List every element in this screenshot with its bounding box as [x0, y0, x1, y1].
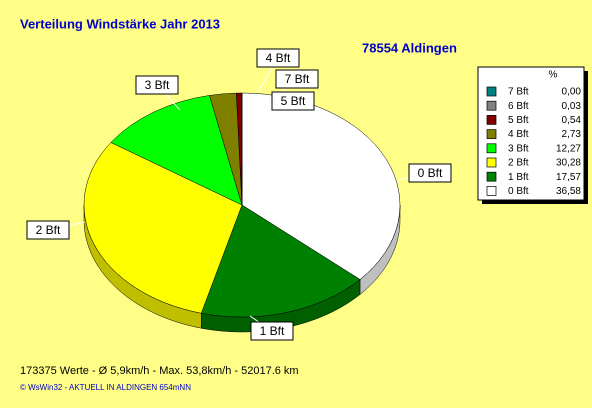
legend-swatch — [486, 100, 497, 111]
legend-label: 3 Bft — [508, 143, 529, 154]
legend-swatch — [486, 115, 497, 125]
slice — [110, 95, 243, 206]
footer: 173375 Werte - Ø 5,9km/h - Max. 53,8km/h… — [20, 365, 299, 377]
legend-value: 0,03 — [562, 101, 582, 112]
legend-value: 2,73 — [562, 129, 582, 140]
legend-swatch — [486, 86, 497, 97]
legend-label: 2 Bft — [508, 158, 529, 169]
label-box — [408, 163, 452, 183]
legend-header: % — [549, 70, 558, 81]
slice-label: 5 Bft — [281, 94, 306, 108]
legend-value: 17,57 — [556, 172, 581, 183]
legend-label: 5 Bft — [508, 115, 529, 126]
slice — [83, 142, 243, 314]
slice-label: 4 Bft — [266, 51, 291, 65]
credit: © WsWin32 - AKTUELL IN ALDINGEN 654mNN — [20, 383, 191, 392]
legend-value: 0,00 — [562, 87, 582, 98]
legend-swatch — [486, 129, 497, 139]
label-box — [250, 321, 294, 341]
legend-swatch — [486, 157, 497, 168]
legend-label: 4 Bft — [508, 129, 529, 140]
legend-swatch — [486, 171, 497, 182]
slice — [200, 204, 361, 318]
chart-title: Verteilung Windstärke Jahr 2013 — [20, 16, 220, 31]
slice-label: 0 Bft — [418, 166, 443, 180]
label-box — [271, 91, 315, 111]
label-box — [275, 69, 319, 89]
label-box — [135, 75, 179, 95]
legend-swatch — [486, 186, 497, 196]
legend-value: 0,54 — [562, 115, 582, 126]
label-box — [26, 220, 70, 240]
legend-value: 36,58 — [556, 186, 581, 197]
legend-value: 12,27 — [556, 143, 581, 154]
slice-label: 1 Bft — [260, 324, 285, 338]
legend-label: 7 Bft — [508, 87, 529, 98]
legend-label: 1 Bft — [508, 172, 529, 183]
label-box — [256, 48, 300, 68]
legend-label: 6 Bft — [508, 101, 529, 112]
legend-swatch — [486, 143, 497, 154]
chart-subtitle: 78554 Aldingen — [362, 40, 457, 55]
legend-value: 30,28 — [556, 158, 581, 169]
slice-label: 7 Bft — [285, 72, 310, 86]
slice-label: 2 Bft — [36, 223, 61, 237]
legend-label: 0 Bft — [508, 186, 529, 197]
slice-label: 3 Bft — [145, 78, 170, 92]
